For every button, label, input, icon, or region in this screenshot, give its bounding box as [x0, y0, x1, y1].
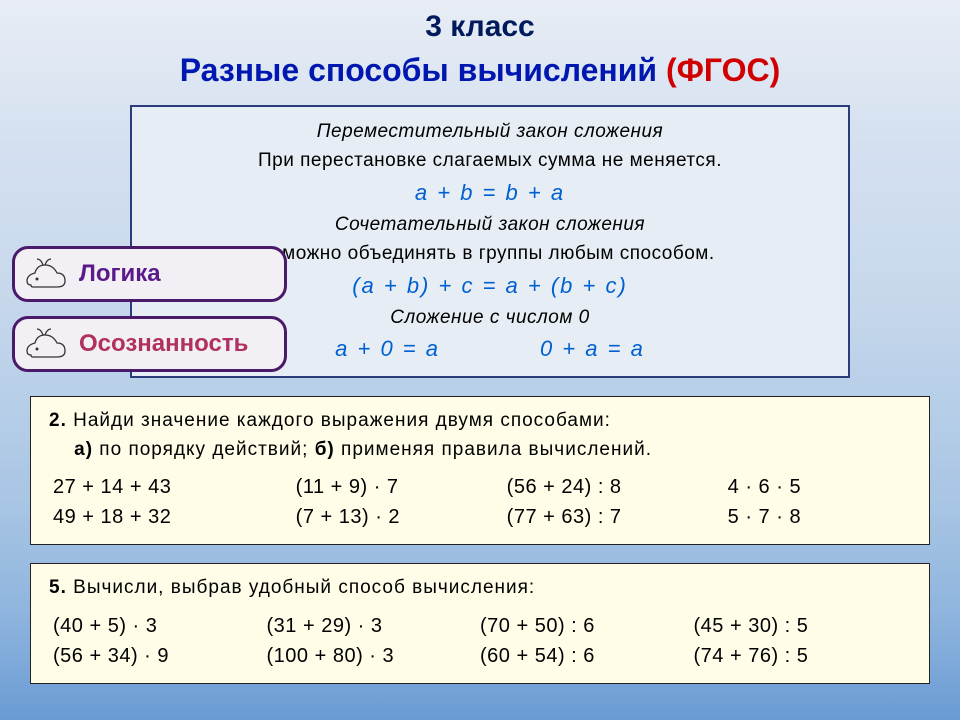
task-2-b: применяя правила вычислений. — [335, 439, 652, 460]
law1-formula: a + b = b + a — [146, 176, 834, 210]
task-2-head: 2. Найди значение каждого выражения двум… — [49, 407, 911, 464]
task-5-text: Вычисли, выбрав удобный способ вычислени… — [73, 577, 535, 598]
expr: (56 + 24) : 8 — [507, 472, 718, 502]
expr: (11 + 9) · 7 — [296, 472, 507, 502]
whale-icon — [23, 325, 69, 367]
expr: (70 + 50) : 6 — [480, 611, 694, 641]
whale-icon — [23, 255, 69, 297]
law2-title: Сочетательный закон сложения — [146, 210, 834, 239]
task-2-num: 2. — [49, 410, 67, 431]
task-2-text: Найди значение каждого выражения двумя с… — [73, 410, 611, 431]
expr: (74 + 76) : 5 — [694, 641, 908, 671]
expr: 27 + 14 + 43 — [53, 472, 296, 502]
expr: (40 + 5) · 3 — [53, 611, 267, 641]
subtitle-main: Разные способы вычислений — [180, 52, 666, 88]
grade-title: 3 класс — [0, 0, 960, 44]
subtitle: Разные способы вычислений (ФГОС) — [0, 44, 960, 101]
task-2-row: 49 + 18 + 32 (7 + 13) · 2 (77 + 63) : 7 … — [49, 502, 911, 532]
task-5-head: 5. Вычисли, выбрав удобный способ вычисл… — [49, 574, 911, 603]
subtitle-accent: (ФГОС) — [666, 52, 780, 88]
expr: (56 + 34) · 9 — [53, 641, 267, 671]
task-5-num: 5. — [49, 577, 67, 598]
task-2-a: по порядку действий; — [93, 439, 315, 460]
task-2: 2. Найди значение каждого выражения двум… — [30, 396, 930, 545]
task-5-row: (40 + 5) · 3 (31 + 29) · 3 (70 + 50) : 6… — [49, 611, 911, 641]
expr: (31 + 29) · 3 — [267, 611, 481, 641]
task-2-a-bold: а) — [74, 439, 93, 460]
pill-logic[interactable]: Логика — [12, 246, 287, 302]
expr: (45 + 30) : 5 — [694, 611, 908, 641]
pill-awareness[interactable]: Осознанность — [12, 316, 287, 372]
pill-logic-label: Логика — [79, 260, 161, 288]
expr: (77 + 63) : 7 — [507, 502, 718, 532]
task-5: 5. Вычисли, выбрав удобный способ вычисл… — [30, 563, 930, 684]
law1-title: Переместительный закон сложения — [146, 117, 834, 146]
expr: 4 · 6 · 5 — [718, 472, 907, 502]
law3-formula-a: a + 0 = a — [335, 332, 440, 366]
law1-desc: При перестановке слагаемых сумма не меня… — [146, 146, 834, 175]
expr: (100 + 80) · 3 — [267, 641, 481, 671]
task-5-row: (56 + 34) · 9 (100 + 80) · 3 (60 + 54) :… — [49, 641, 911, 671]
pill-aware-label: Осознанность — [79, 330, 248, 358]
expr: (60 + 54) : 6 — [480, 641, 694, 671]
law3-formula-b: 0 + a = a — [540, 332, 645, 366]
expr: (7 + 13) · 2 — [296, 502, 507, 532]
expr: 5 · 7 · 8 — [718, 502, 907, 532]
task-2-row: 27 + 14 + 43 (11 + 9) · 7 (56 + 24) : 8 … — [49, 472, 911, 502]
expr: 49 + 18 + 32 — [53, 502, 296, 532]
task-2-b-bold: б) — [315, 439, 335, 460]
